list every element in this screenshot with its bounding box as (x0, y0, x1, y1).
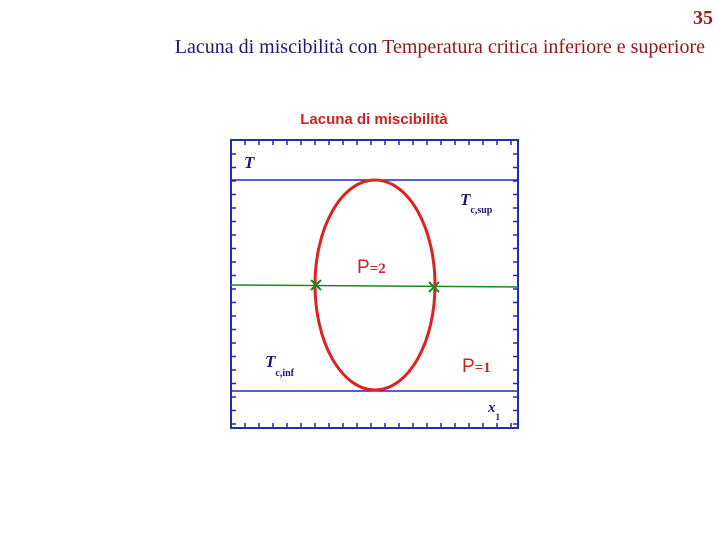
tie-line (230, 284, 519, 288)
t-axis-label: T (244, 153, 255, 172)
slide-title: Lacuna di miscibilità con Temperatura cr… (175, 36, 705, 58)
label-sub: =1 (475, 360, 491, 376)
label-sub: =2 (370, 261, 386, 277)
label-main: P (357, 257, 370, 278)
p1-label: P=1 (462, 356, 491, 377)
label-main: P (462, 356, 475, 377)
ticks (231, 140, 518, 428)
t-inf-label: Tc,inf (265, 352, 295, 379)
x-axis-label: x1 (487, 400, 501, 422)
cross (428, 281, 440, 293)
label-main: T (265, 352, 276, 371)
label-sub: c,sup (470, 205, 492, 216)
title-part: Temperatura critica inferiore e superior… (382, 36, 705, 58)
page-number: 35 (693, 7, 713, 29)
diagram: T Tc,sup P=2 Tc,inf P=1 x1 (230, 139, 519, 429)
title-part: Lacuna di miscibilità con (175, 36, 382, 58)
label-sub: c,inf (275, 368, 294, 379)
label-sub: 1 (496, 412, 501, 422)
t-sup-label: Tc,sup (460, 190, 493, 216)
cross (310, 279, 322, 291)
label-main: x (487, 400, 496, 416)
p2-label: P=2 (357, 257, 386, 278)
frame (230, 139, 519, 429)
label-main: T (460, 190, 471, 209)
diagram-title: Lacuna di miscibilità (300, 111, 448, 128)
